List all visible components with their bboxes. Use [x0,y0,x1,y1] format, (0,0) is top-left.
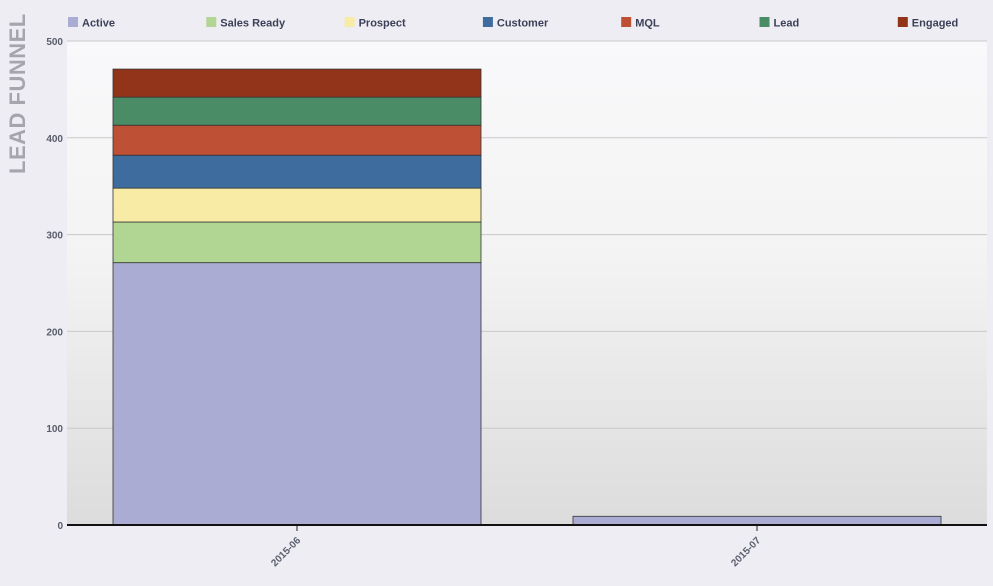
legend-item-active[interactable]: Active [68,17,115,30]
legend-label: Active [82,18,115,30]
legend-swatch [621,17,632,27]
legend-swatch [68,17,78,27]
legend-item-lead[interactable]: Lead [759,17,800,30]
legend-swatch [759,17,770,27]
y-tick-label: 500 [46,37,63,48]
bars [112,68,942,526]
y-tick-label: 100 [46,424,63,435]
bar-segment-prospect [112,187,482,223]
bar-segment-engaged [112,68,482,98]
legend-label: Customer [497,18,549,30]
chart-title: LEAD FUNNEL [5,13,30,174]
legend-swatch [482,17,493,27]
legend-swatch [206,17,217,27]
x-tick-label: 2015-07 [729,535,763,569]
bar-segment-customer [112,154,482,189]
y-tick-label: 200 [46,327,63,338]
bar-segment-active [112,262,482,526]
legend: Active Sales Ready Prospect Customer MQL Lead… [68,17,958,30]
legend-label: Prospect [359,18,406,30]
y-tick-label: 0 [57,521,63,532]
legend-swatch [897,17,908,27]
bar-segment-mql [112,124,482,156]
legend-swatch [344,17,355,27]
bar-segment-active [572,515,942,526]
y-tick-label: 400 [46,134,63,145]
x-tick-label: 2015-06 [269,535,303,569]
legend-item-prospect[interactable]: Prospect [344,17,406,30]
legend-item-engaged[interactable]: Engaged [897,17,958,30]
legend-label: Sales Ready [220,18,286,30]
legend-item-mql[interactable]: MQL [621,17,660,30]
legend-item-customer[interactable]: Customer [482,17,549,30]
y-tick-label: 300 [46,231,63,242]
legend-item-sales-ready[interactable]: Sales Ready [206,17,286,30]
bar-segment-sales-ready [112,221,482,264]
bar-segment-lead [112,96,482,126]
legend-label: Lead [774,18,800,30]
legend-label: MQL [635,18,660,30]
legend-label: Engaged [912,18,958,30]
